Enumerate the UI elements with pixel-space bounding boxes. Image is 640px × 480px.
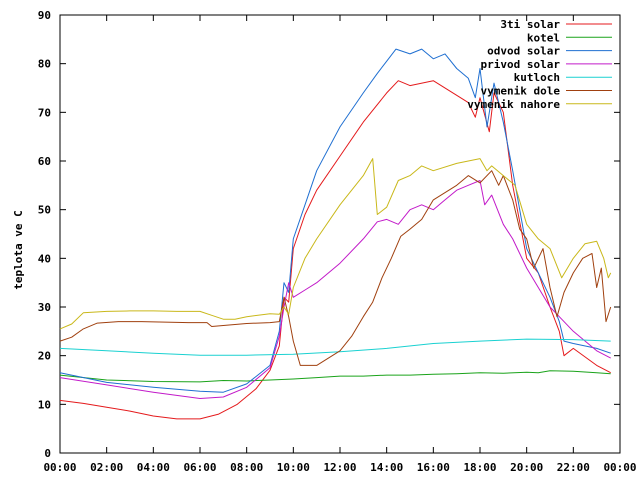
x-tick-label: 00:00 (603, 461, 636, 474)
series-line-privod-solar (59, 180, 611, 399)
legend-label: vymenik nahore (467, 98, 560, 111)
x-tick-label: 08:00 (230, 461, 263, 474)
legend-label: vymenik dole (481, 85, 561, 98)
x-tick-label: 12:00 (323, 461, 356, 474)
series-line-vymenik-dole (59, 170, 612, 366)
x-axis: 00:00 02:00 04:00 06:00 08:00 10:00 12:00 14:00… (43, 15, 637, 474)
x-tick-label: 00:00 (43, 461, 76, 474)
y-axis-label: teplota ve C (12, 210, 25, 289)
series-line-kotel (59, 370, 611, 383)
legend-label: privod solar (481, 58, 561, 71)
y-tick-label: 20 (38, 350, 51, 363)
y-tick-label: 60 (38, 155, 51, 168)
y-tick-label: 80 (38, 58, 51, 71)
series-line-kutloch (59, 338, 611, 356)
series-line-3ti-solar (59, 80, 611, 420)
series-line-vymenik-nahore (59, 158, 612, 330)
x-tick-label: 02:00 (90, 461, 123, 474)
y-tick-label: 10 (38, 398, 51, 411)
series-line-odvod-solar (59, 48, 611, 393)
x-tick-label: 06:00 (183, 461, 216, 474)
series-layer (59, 48, 612, 420)
y-tick-label: 0 (44, 447, 51, 460)
y-tick-label: 90 (38, 9, 51, 22)
y-tick-label: 50 (38, 204, 51, 217)
legend-label: 3ti solar (500, 18, 560, 31)
x-tick-label: 22:00 (557, 461, 590, 474)
x-tick-label: 10:00 (277, 461, 310, 474)
y-tick-label: 70 (38, 106, 51, 119)
x-tick-label: 04:00 (137, 461, 170, 474)
y-axis: 0 10 20 30 40 50 60 70 80 90 (38, 9, 620, 460)
y-tick-label: 30 (38, 301, 51, 314)
x-tick-label: 20:00 (510, 461, 543, 474)
x-tick-label: 16:00 (417, 461, 450, 474)
legend-label: kotel (527, 31, 560, 44)
legend-label: kutloch (514, 71, 560, 84)
x-tick-label: 18:00 (463, 461, 496, 474)
legend-label: odvod solar (487, 45, 560, 58)
y-tick-label: 40 (38, 252, 51, 265)
x-tick-label: 14:00 (370, 461, 403, 474)
